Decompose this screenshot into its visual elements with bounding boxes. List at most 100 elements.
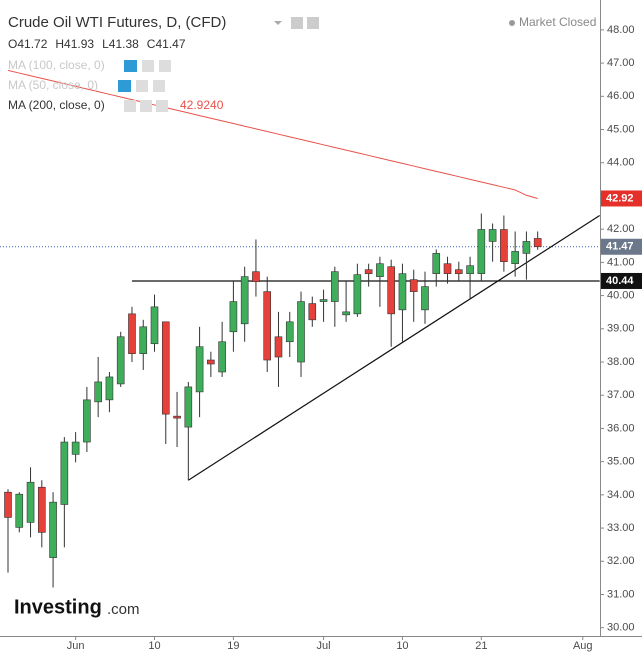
close-icon[interactable] [159,60,171,72]
y-tick-label: 34.00 [607,489,635,501]
candle-body [297,301,305,363]
y-tick-label: 48.00 [607,24,635,36]
candle-body [398,273,407,311]
eye-icon[interactable] [124,100,136,112]
menu-arrow[interactable] [274,21,282,25]
y-tick-label: 30.00 [607,622,635,634]
gear-icon[interactable] [142,60,154,72]
logo-suffix: .com [107,601,140,618]
candle-body [488,229,497,242]
candle-body [500,229,508,263]
logo: Investing .com [14,596,140,618]
candle-body [533,238,542,248]
candle-body [15,493,24,528]
candle-body [454,269,463,274]
candle-body [353,274,362,315]
y-tick-label: 46.00 [607,90,635,102]
candle-body [409,279,418,292]
candle-body [173,415,181,419]
ma-value: 42.9240 [180,98,224,112]
candle-body [26,481,35,523]
candle-body [139,326,148,355]
candle-body [466,265,474,274]
candle-body [240,276,249,325]
y-tick-label: 40.00 [607,289,635,301]
ma-label: MA (200, close, 0) [8,98,105,112]
price-flag [601,190,642,207]
y-tick-label: 44.00 [607,157,635,169]
x-tick-label: Jul [317,640,331,652]
candle-body [432,253,441,274]
ohlc-legend: O 41.72 H 41.93 L 41.38 C 41.47 [8,37,186,51]
candle-body [263,291,272,361]
ma-line [7,69,538,199]
candle-body [252,271,260,282]
candle-body [342,311,350,316]
indicator-label: MA (100, close, 0) [8,58,105,72]
y-tick-label: 35.00 [607,456,635,468]
ohlc-value: 41.72 [17,37,47,51]
candle-body [83,399,91,443]
candle-body [38,486,46,533]
price-flag [601,272,642,289]
logo-text: Investing [14,596,102,618]
candle-body [229,301,238,333]
close-icon[interactable] [156,100,168,112]
candle-body [4,491,12,518]
y-tick-label: 45.00 [607,123,635,135]
y-tick-label: 41.00 [607,256,635,268]
y-tick-label: 39.00 [607,323,635,335]
price-flag-label: 42.92 [606,192,634,204]
ohlc-key: O [8,37,17,51]
candle-body [421,286,429,311]
ohlc-value: 41.38 [109,37,139,51]
ohlc-key: L [102,37,109,51]
chart-title: Crude Oil WTI Futures, D, (CFD) [8,14,226,31]
close-icon[interactable] [153,80,165,92]
candle-body [511,251,519,264]
ohlc-value: 41.47 [155,37,185,51]
candle-body [443,263,452,274]
candle-body [376,263,384,277]
candle-body [331,271,339,302]
candle-body [105,376,114,401]
gear-icon[interactable] [307,17,319,29]
candle-body [161,321,170,415]
trend-line [187,215,600,481]
eye-icon[interactable] [124,60,137,72]
gear-icon[interactable] [140,100,152,112]
candle-body [522,241,531,254]
eye-icon[interactable] [291,17,303,29]
ohlc-key: C [147,37,156,51]
y-tick-label: 37.00 [607,389,635,401]
y-tick-label: 38.00 [607,356,635,368]
y-tick-label: 36.00 [607,422,635,434]
candle-body [477,229,486,274]
eye-icon[interactable] [118,80,131,92]
x-tick-label: 21 [475,640,487,652]
candle-body [308,303,317,321]
candle-body [218,341,226,373]
legend: Crude Oil WTI Futures, D, (CFD) Market C… [8,14,596,112]
candle-body [184,386,193,428]
x-tick-label: Jun [67,640,85,652]
y-tick-label: 32.00 [607,555,635,567]
candle-body [387,266,395,315]
candle-body [128,313,136,355]
status-dot [509,20,515,26]
price-flag [601,238,642,255]
y-tick-label: 47.00 [607,57,635,69]
candle-body [364,269,373,274]
candle-body [49,501,57,558]
candle-body [207,359,215,365]
y-tick-label: 33.00 [607,522,635,534]
candle-body [285,321,294,343]
ohlc-value: 41.93 [64,37,94,51]
ohlc-key: H [55,37,64,51]
candle-body [274,336,283,358]
indicator-label: MA (50, close, 0) [8,78,98,92]
x-tick-label: 10 [396,640,408,652]
gear-icon[interactable] [136,80,148,92]
